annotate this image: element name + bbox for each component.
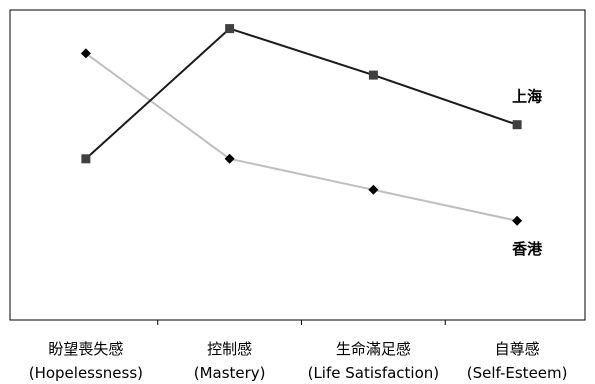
x-tick-sublabel: (Life Satisfaction) (308, 364, 440, 382)
data-point-diamond (224, 153, 235, 164)
data-point-diamond (80, 48, 91, 59)
series-label: 香港 (512, 240, 543, 258)
data-point-square (225, 24, 235, 34)
category-labels: 盼望喪失感 (Hopelessness) 控制感 (Mastery) 生命滿足感 (Lif… (29, 88, 568, 382)
x-axis (157, 320, 446, 325)
data-point-diamond (368, 184, 379, 195)
x-tick-label: 控制感 (207, 340, 252, 358)
series-line-shanghai (85, 27, 518, 160)
x-tick-sublabel: (Self-Esteem) (467, 364, 568, 382)
x-tick-label: 生命滿足感 (336, 340, 411, 358)
data-point-square (368, 70, 378, 80)
plot-area-frame (9, 9, 586, 321)
x-tick-sublabel: (Hopelessness) (29, 364, 143, 382)
series-layer (80, 24, 523, 226)
series-label: 上海 (512, 88, 542, 106)
data-point-square (81, 154, 91, 164)
data-point-square (512, 120, 522, 130)
x-tick-label: 盼望喪失感 (48, 340, 123, 358)
x-tick-sublabel: (Mastery) (194, 364, 266, 382)
x-tick-label: 自尊感 (495, 340, 540, 358)
series-line-hongkong (85, 52, 518, 222)
data-point-diamond (512, 215, 523, 226)
